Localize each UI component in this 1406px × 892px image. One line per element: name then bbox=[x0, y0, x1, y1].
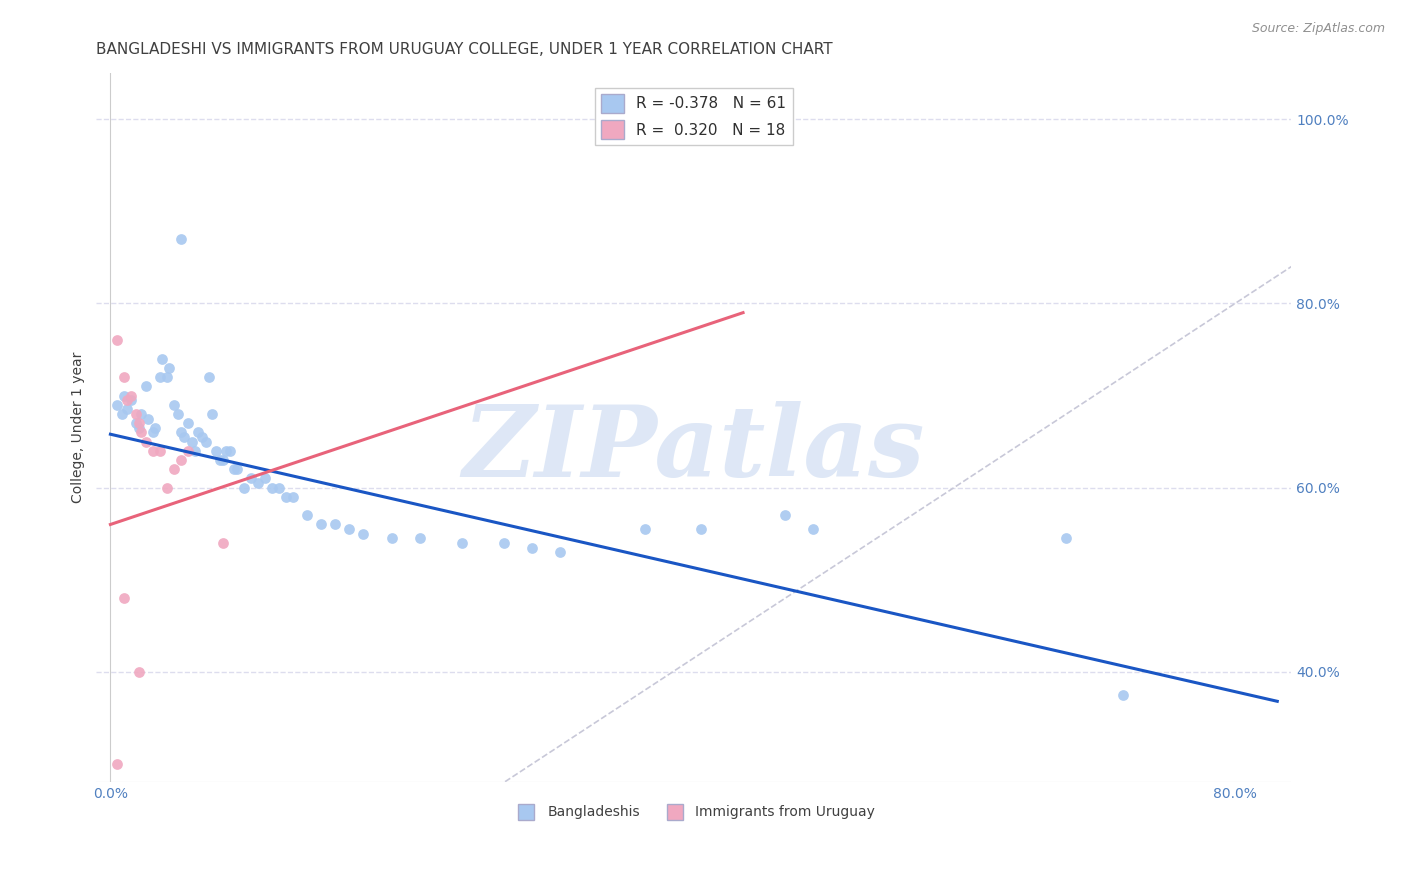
Point bbox=[262, 481, 284, 495]
Point bbox=[187, 425, 209, 440]
Point bbox=[167, 407, 190, 421]
Point bbox=[283, 490, 305, 504]
Point bbox=[381, 531, 404, 545]
Point bbox=[451, 536, 474, 550]
Point bbox=[117, 393, 139, 408]
Point bbox=[240, 471, 263, 485]
Point bbox=[125, 407, 148, 421]
Point bbox=[152, 351, 174, 366]
Point bbox=[191, 430, 214, 444]
Point bbox=[173, 430, 195, 444]
Point bbox=[311, 517, 333, 532]
Point bbox=[297, 508, 319, 523]
Point bbox=[170, 425, 193, 440]
Point bbox=[135, 434, 157, 449]
Point bbox=[138, 411, 160, 425]
Point bbox=[353, 526, 375, 541]
Point bbox=[114, 388, 136, 402]
Point bbox=[170, 453, 193, 467]
Point bbox=[1111, 688, 1133, 702]
Point bbox=[226, 462, 249, 476]
Point bbox=[131, 425, 153, 440]
Point bbox=[107, 398, 129, 412]
Point bbox=[548, 545, 571, 559]
Point bbox=[131, 407, 153, 421]
Point bbox=[117, 402, 139, 417]
Legend: Bangladeshis, Immigrants from Uruguay: Bangladeshis, Immigrants from Uruguay bbox=[508, 800, 880, 825]
Point bbox=[773, 508, 796, 523]
Point bbox=[801, 522, 824, 536]
Point bbox=[128, 421, 150, 435]
Text: BANGLADESHI VS IMMIGRANTS FROM URUGUAY COLLEGE, UNDER 1 YEAR CORRELATION CHART: BANGLADESHI VS IMMIGRANTS FROM URUGUAY C… bbox=[97, 42, 832, 57]
Point bbox=[128, 665, 150, 679]
Point bbox=[198, 370, 221, 384]
Point bbox=[177, 416, 200, 430]
Point bbox=[184, 443, 207, 458]
Point bbox=[145, 421, 167, 435]
Point bbox=[121, 388, 143, 402]
Point bbox=[219, 443, 242, 458]
Text: Source: ZipAtlas.com: Source: ZipAtlas.com bbox=[1251, 22, 1385, 36]
Point bbox=[1054, 531, 1077, 545]
Point bbox=[149, 370, 172, 384]
Point bbox=[276, 490, 298, 504]
Point bbox=[163, 462, 186, 476]
Point bbox=[170, 232, 193, 246]
Point bbox=[520, 541, 543, 555]
Point bbox=[209, 453, 232, 467]
Point bbox=[254, 471, 277, 485]
Point bbox=[156, 481, 179, 495]
Point bbox=[633, 522, 655, 536]
Point bbox=[325, 517, 347, 532]
Point bbox=[212, 453, 235, 467]
Point bbox=[177, 443, 200, 458]
Point bbox=[125, 416, 148, 430]
Y-axis label: College, Under 1 year: College, Under 1 year bbox=[72, 352, 86, 503]
Point bbox=[142, 425, 165, 440]
Point bbox=[212, 536, 235, 550]
Point bbox=[224, 462, 246, 476]
Point bbox=[114, 370, 136, 384]
Point bbox=[201, 407, 224, 421]
Point bbox=[107, 333, 129, 347]
Point bbox=[247, 476, 270, 491]
Point bbox=[494, 536, 516, 550]
Point bbox=[156, 370, 179, 384]
Point bbox=[689, 522, 711, 536]
Point bbox=[339, 522, 361, 536]
Point bbox=[135, 379, 157, 393]
Point bbox=[181, 434, 204, 449]
Point bbox=[121, 393, 143, 408]
Point bbox=[149, 443, 172, 458]
Point bbox=[159, 360, 181, 375]
Point bbox=[142, 443, 165, 458]
Point bbox=[128, 416, 150, 430]
Point bbox=[233, 481, 256, 495]
Point bbox=[215, 443, 238, 458]
Text: ZIPatlas: ZIPatlas bbox=[463, 401, 925, 498]
Point bbox=[114, 591, 136, 606]
Point bbox=[195, 434, 218, 449]
Point bbox=[107, 756, 129, 771]
Point bbox=[111, 407, 134, 421]
Point bbox=[269, 481, 291, 495]
Point bbox=[409, 531, 432, 545]
Point bbox=[205, 443, 228, 458]
Point bbox=[163, 398, 186, 412]
